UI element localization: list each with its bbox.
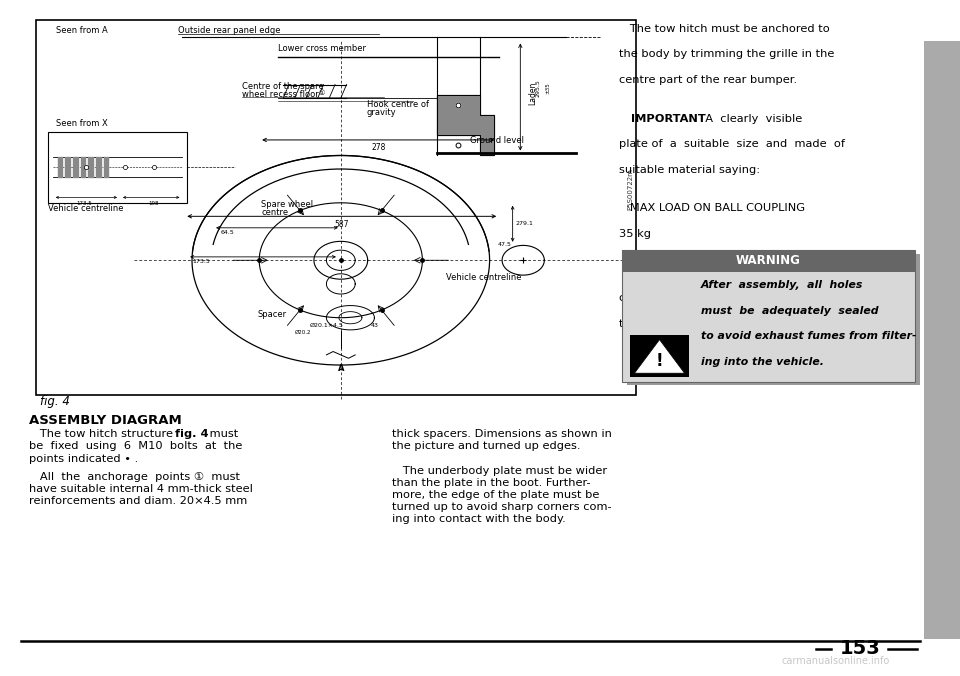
Text: wheel recess floor: wheel recess floor — [242, 90, 319, 99]
Text: Spacer: Spacer — [257, 310, 286, 319]
Text: IMPORTANT: IMPORTANT — [619, 114, 706, 124]
Text: Seen from X: Seen from X — [56, 118, 108, 128]
Text: Ground level: Ground level — [470, 136, 524, 145]
Polygon shape — [635, 339, 684, 373]
Text: ing into the vehicle.: ing into the vehicle. — [701, 357, 824, 367]
Text: A  clearly  visible: A clearly visible — [698, 114, 803, 124]
Text: than the plate in the boot. Further-: than the plate in the boot. Further- — [392, 478, 590, 488]
Text: Lower cross member: Lower cross member — [278, 44, 367, 53]
Text: Laden: Laden — [528, 82, 538, 105]
Text: The underbody plate must be wider: The underbody plate must be wider — [392, 466, 607, 476]
Text: ASSEMBLY DIAGRAM: ASSEMBLY DIAGRAM — [29, 414, 181, 427]
Text: Hook centre of: Hook centre of — [367, 99, 429, 109]
Text: the body by trimming the grille in the: the body by trimming the grille in the — [619, 49, 834, 59]
FancyBboxPatch shape — [627, 254, 920, 385]
Text: WARNING: WARNING — [736, 254, 801, 268]
Text: 198: 198 — [149, 201, 158, 206]
Text: 153: 153 — [840, 639, 880, 658]
Text: must be fixed at the height of the ball: must be fixed at the height of the ball — [619, 268, 847, 278]
Text: ①: ① — [319, 90, 324, 95]
Text: Outside rear panel edge: Outside rear panel edge — [178, 26, 280, 35]
Text: points indicated • .: points indicated • . — [29, 454, 138, 464]
Text: be  fixed  using  6  M10  bolts  at  the: be fixed using 6 M10 bolts at the — [29, 441, 242, 452]
Text: centre part of the rear bumper.: centre part of the rear bumper. — [619, 75, 798, 85]
Text: coupling (for  vehicles  with  maximum: coupling (for vehicles with maximum — [619, 293, 842, 304]
Text: 64.5: 64.5 — [221, 230, 234, 235]
Text: After  assembly,  all  holes: After assembly, all holes — [701, 280, 863, 290]
Polygon shape — [437, 95, 494, 155]
Text: Vehicle centreline: Vehicle centreline — [446, 272, 522, 282]
Text: The tow hitch structure: The tow hitch structure — [29, 429, 177, 439]
Text: P5S00722m: P5S00722m — [628, 168, 634, 210]
Text: 295.5: 295.5 — [536, 79, 540, 97]
Text: plate of  a  suitable  size  and  made  of: plate of a suitable size and made of — [619, 139, 845, 149]
Text: gravity: gravity — [367, 107, 396, 117]
Text: 279.1: 279.1 — [516, 221, 534, 226]
Text: 47.5: 47.5 — [497, 242, 511, 247]
Text: The tow hitch must be anchored to: The tow hitch must be anchored to — [619, 24, 830, 34]
Text: Vehicle centreline: Vehicle centreline — [48, 203, 124, 213]
Text: 278: 278 — [372, 143, 385, 151]
FancyBboxPatch shape — [622, 250, 915, 382]
Text: turned up to avoid sharp corners com-: turned up to avoid sharp corners com- — [392, 502, 612, 512]
FancyBboxPatch shape — [622, 250, 915, 272]
FancyBboxPatch shape — [924, 41, 960, 639]
Text: 587: 587 — [334, 220, 349, 228]
Text: ing into contact with the body.: ing into contact with the body. — [392, 514, 565, 525]
Text: more, the edge of the plate must be: more, the edge of the plate must be — [392, 490, 599, 500]
Text: must  be  adequately  sealed: must be adequately sealed — [701, 306, 878, 316]
Text: reinforcements and diam. 20×4.5 mm: reinforcements and diam. 20×4.5 mm — [29, 496, 247, 506]
Text: must: must — [206, 429, 239, 439]
Text: to avoid exhaust fumes from filter-: to avoid exhaust fumes from filter- — [701, 331, 916, 341]
Text: 173.5: 173.5 — [192, 259, 209, 264]
Text: ±35: ±35 — [545, 82, 550, 94]
Text: A: A — [338, 364, 344, 372]
Text: suitable material saying:: suitable material saying: — [619, 165, 760, 175]
Text: MAX LOAD ON BALL COUPLING: MAX LOAD ON BALL COUPLING — [619, 203, 805, 214]
Text: Centre of the spare: Centre of the spare — [242, 82, 324, 91]
Text: 35 kg: 35 kg — [619, 229, 651, 239]
Text: Spare wheel: Spare wheel — [261, 199, 313, 209]
Text: centre: centre — [261, 208, 288, 217]
Text: the picture and turned up edges.: the picture and turned up edges. — [392, 441, 580, 452]
Text: towable load of 450 kg).: towable load of 450 kg). — [619, 319, 757, 329]
FancyBboxPatch shape — [630, 335, 689, 377]
FancyBboxPatch shape — [36, 20, 636, 395]
FancyBboxPatch shape — [48, 132, 187, 203]
Text: 43: 43 — [371, 323, 378, 329]
Text: fig. 4: fig. 4 — [40, 395, 70, 408]
Text: Ø20.1×4.5: Ø20.1×4.5 — [309, 323, 344, 329]
Text: have suitable internal 4 mm-thick steel: have suitable internal 4 mm-thick steel — [29, 484, 252, 494]
Text: Seen from A: Seen from A — [56, 26, 108, 35]
Text: carmanualsonline.info: carmanualsonline.info — [781, 656, 889, 666]
Text: fig. 4: fig. 4 — [175, 429, 208, 439]
Text: !: ! — [656, 352, 663, 370]
Text: thick spacers. Dimensions as shown in: thick spacers. Dimensions as shown in — [392, 429, 612, 439]
Text: 173.5: 173.5 — [77, 201, 92, 206]
Text: All  the  anchorage  points ①  must: All the anchorage points ① must — [29, 472, 240, 482]
Text: Ø20.2: Ø20.2 — [295, 330, 312, 335]
